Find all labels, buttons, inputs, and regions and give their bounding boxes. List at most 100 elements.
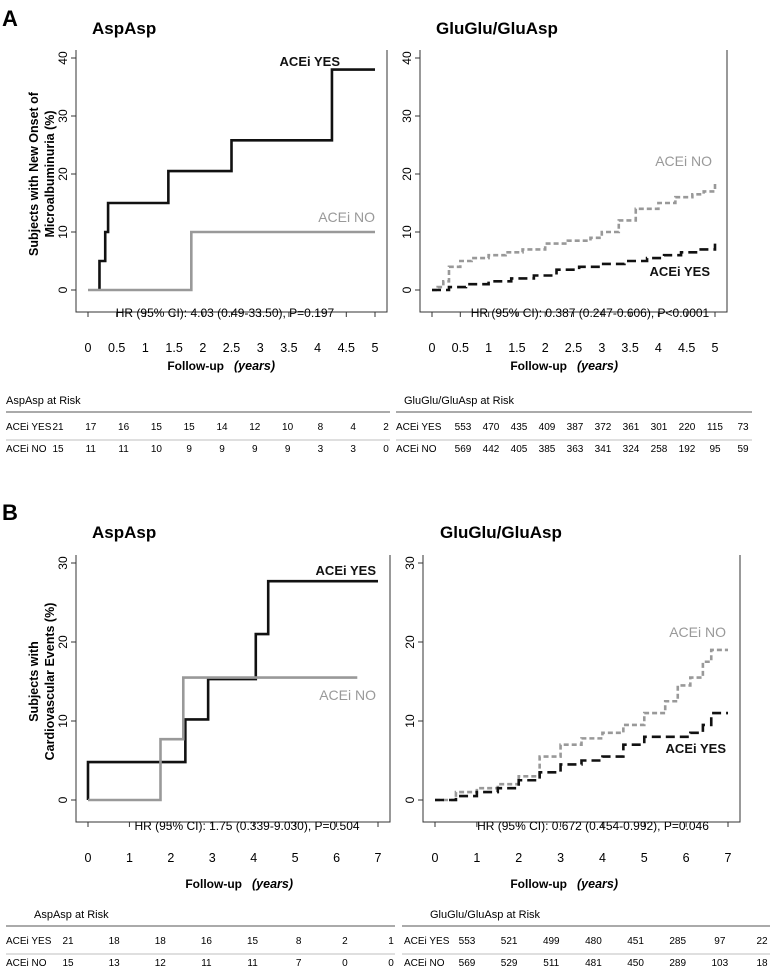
hr-annotation: HR (95% CI): 4.03 (0.49-33.50), P=0.197 <box>116 306 335 320</box>
plot-frame <box>422 555 741 823</box>
plot-frame <box>75 555 391 823</box>
y-tick-label: 30 <box>403 556 417 570</box>
hr-annotation: HR (95% CI): 0.387 (0.247-0.606), P<0.00… <box>471 306 710 320</box>
risk-value: 22 <box>756 936 768 947</box>
risk-value: 9 <box>252 444 258 455</box>
risk-value: 8 <box>296 936 302 947</box>
risk-value: 529 <box>501 958 518 969</box>
y-tick-label: 40 <box>56 51 70 65</box>
series-line <box>88 676 358 802</box>
y-tick-label: 0 <box>403 796 417 803</box>
x-tick-label: 3 <box>557 851 564 865</box>
risk-value: 0 <box>388 958 394 969</box>
x-tick-label: 0.5 <box>108 341 125 355</box>
x-tick-label: 7 <box>375 851 382 865</box>
series-label: ACEi YES <box>280 54 341 69</box>
x-tick-label: 2 <box>167 851 174 865</box>
risk-value: 13 <box>109 958 121 969</box>
x-tick-label: 5 <box>372 341 379 355</box>
x-tick-label: 4 <box>314 341 321 355</box>
risk-value: 11 <box>247 958 258 969</box>
y-tick-label: 0 <box>56 286 70 293</box>
risk-value: 9 <box>285 444 291 455</box>
series-line <box>86 579 378 800</box>
y-tick-label: 30 <box>56 109 70 123</box>
risk-row-label: ACEi NO <box>404 958 445 969</box>
x-tick-label: 1.5 <box>508 341 525 355</box>
y-tick-label: 10 <box>56 225 70 239</box>
risk-value: 192 <box>679 444 696 455</box>
x-tick-label: 0 <box>432 851 439 865</box>
risk-value: 9 <box>219 444 225 455</box>
x-tick-label: 1 <box>473 851 480 865</box>
risk-value: 3 <box>350 444 356 455</box>
x-tick-label: 5 <box>292 851 299 865</box>
risk-value: 521 <box>501 936 518 947</box>
risk-value: 385 <box>539 444 556 455</box>
risk-value: 2 <box>383 422 389 433</box>
y-axis-label: Cardiovascular Events (%) <box>43 603 57 761</box>
x-tick-label: 4 <box>599 851 606 865</box>
risk-value: 16 <box>118 422 130 433</box>
risk-value: 11 <box>86 444 97 455</box>
x-tick-label: 4 <box>250 851 257 865</box>
risk-value: 21 <box>52 422 64 433</box>
risk-value: 11 <box>201 958 212 969</box>
y-tick-label: 0 <box>56 796 70 803</box>
y-axis-label: Microalbuminuria (%) <box>43 110 57 237</box>
risk-value: 361 <box>623 422 640 433</box>
series-line <box>98 68 375 290</box>
series-label: ACEi NO <box>669 624 726 640</box>
risk-table-title: AspAsp at Risk <box>34 909 109 921</box>
risk-value: 12 <box>155 958 167 969</box>
risk-row-label: ACEi NO <box>396 444 437 455</box>
risk-value: 18 <box>155 936 167 947</box>
series-line <box>432 182 717 292</box>
x-tick-label: 3.5 <box>280 341 297 355</box>
x-tick-label: 0 <box>429 341 436 355</box>
y-tick-label: 40 <box>400 51 414 65</box>
risk-value: 553 <box>455 422 472 433</box>
x-tick-label: 1.5 <box>165 341 182 355</box>
series-label: ACEi YES <box>316 563 377 578</box>
risk-value: 7 <box>296 958 302 969</box>
x-tick-label: 6 <box>333 851 340 865</box>
x-tick-label: 4 <box>655 341 662 355</box>
risk-value: 18 <box>109 936 121 947</box>
risk-value: 18 <box>756 958 768 969</box>
series-line <box>435 648 728 802</box>
risk-table-title: AspAsp at Risk <box>6 395 81 407</box>
risk-value: 103 <box>712 958 729 969</box>
risk-value: 569 <box>459 958 476 969</box>
hr-annotation: HR (95% CI): 0.672 (0.454-0.992), P=0.04… <box>477 819 709 833</box>
risk-value: 451 <box>627 936 644 947</box>
x-tick-label: 2 <box>199 341 206 355</box>
risk-value: 372 <box>595 422 612 433</box>
chart-title: AspAsp <box>92 19 156 38</box>
x-axis-units: (years) <box>577 359 618 373</box>
risk-value: 470 <box>483 422 500 433</box>
risk-value: 15 <box>62 958 74 969</box>
risk-value: 435 <box>511 422 528 433</box>
x-tick-label: 0 <box>85 341 92 355</box>
x-tick-label: 2.5 <box>223 341 240 355</box>
y-tick-label: 10 <box>403 714 417 728</box>
y-tick-label: 30 <box>56 556 70 570</box>
x-axis-label: Follow-up <box>185 877 242 891</box>
risk-value: 481 <box>585 958 602 969</box>
y-tick-label: 0 <box>400 286 414 293</box>
risk-value: 15 <box>247 936 259 947</box>
series-label: ACEi YES <box>650 264 711 279</box>
risk-value: 21 <box>62 936 74 947</box>
risk-value: 14 <box>216 422 228 433</box>
risk-row-label: ACEi NO <box>6 444 47 455</box>
risk-value: 511 <box>543 958 559 969</box>
x-tick-label: 2.5 <box>565 341 582 355</box>
risk-value: 363 <box>567 444 584 455</box>
x-tick-label: 4.5 <box>678 341 695 355</box>
risk-value: 289 <box>669 958 686 969</box>
panel-letter: A <box>2 6 18 31</box>
y-tick-label: 20 <box>400 167 414 181</box>
risk-value: 16 <box>201 936 213 947</box>
x-tick-label: 2 <box>515 851 522 865</box>
